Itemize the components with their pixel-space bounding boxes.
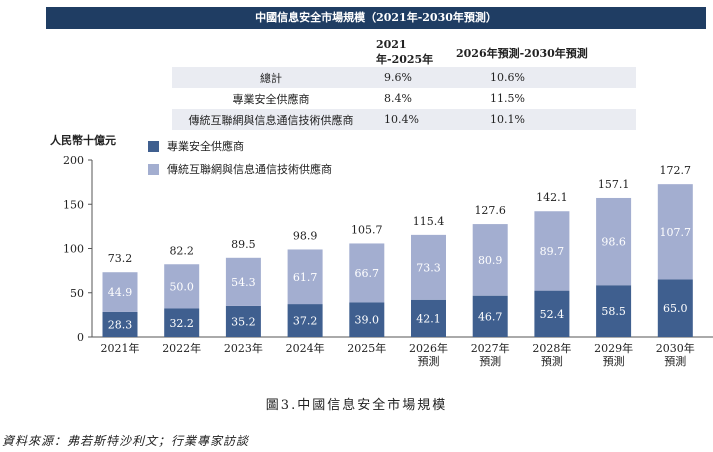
total-label: 82.2	[169, 244, 194, 257]
y-tick-label: 150	[63, 198, 84, 211]
cagr-value-2026-2030: 10.6%	[450, 67, 636, 88]
legend-swatch-traditional	[148, 163, 159, 175]
total-label: 73.2	[108, 252, 133, 265]
total-label: 142.1	[536, 191, 568, 204]
data-label-specialist: 39.0	[355, 314, 380, 327]
total-label: 89.5	[231, 238, 256, 251]
total-label: 127.6	[474, 204, 506, 217]
bar-segment-traditional	[411, 234, 446, 300]
total-label: 98.9	[293, 229, 318, 242]
cagr-value-2021-2025: 8.4%	[384, 92, 412, 105]
cagr-row-specialist: 專業安全供應商 8.4% 11.5%	[172, 88, 636, 109]
data-label-specialist: 52.4	[540, 308, 565, 321]
bar-segment-specialist	[102, 311, 138, 337]
cagr-row-label: 傳統互聯網與信息通信技術供應商	[172, 109, 370, 130]
y-tick-label: 0	[77, 331, 84, 344]
cagr-row-label: 專業安全供應商	[232, 92, 310, 106]
data-label-traditional: 44.9	[108, 286, 133, 299]
data-label-traditional: 98.6	[601, 236, 626, 249]
bar-segment-specialist	[225, 305, 261, 337]
bar-segment-specialist	[349, 302, 385, 337]
data-label-specialist: 58.5	[601, 305, 626, 318]
data-label-traditional: 66.7	[355, 267, 380, 280]
bar-segment-traditional	[164, 264, 200, 309]
y-tick-label: 50	[70, 287, 84, 300]
data-label-traditional: 107.7	[660, 226, 692, 239]
bar-segment-specialist	[596, 285, 632, 337]
x-tick-label: 預測	[603, 354, 625, 368]
cagr-value-2021-2025: 10.4%	[370, 109, 450, 130]
cagr-value-2021-2025: 9.6%	[370, 67, 450, 88]
x-tick-label: 2030年	[656, 341, 695, 355]
total-label: 157.1	[598, 178, 630, 191]
data-label-specialist: 37.2	[293, 315, 318, 328]
figure-caption: 圖3.中國信息安全市場規模	[265, 398, 448, 413]
legend-label-specialist: 專業安全供應商	[167, 140, 244, 153]
x-tick-label: 預測	[418, 354, 440, 368]
data-label-specialist: 42.1	[416, 312, 441, 325]
data-label-specialist: 28.3	[108, 318, 133, 331]
x-tick-label: 2023年	[224, 341, 263, 355]
cagr-value-2026-2030: 11.5%	[490, 92, 525, 105]
data-label-traditional: 50.0	[169, 280, 194, 293]
data-label-specialist: 46.7	[478, 310, 503, 323]
data-label-specialist: 32.2	[169, 317, 194, 330]
x-tick-label: 2025年	[347, 341, 386, 355]
x-tick-label: 2027年	[471, 341, 510, 355]
y-axis-unit-label: 人民幣十億元	[50, 134, 116, 147]
cagr-table: 2021年-2025年 2026年預測-2030年預測 總計 9.6% 10.6…	[172, 38, 636, 130]
bar-segment-traditional	[102, 272, 138, 312]
bar-segment-traditional	[596, 197, 632, 286]
legend-swatch-specialist	[148, 140, 159, 152]
y-tick-label: 100	[63, 243, 84, 256]
total-label: 115.4	[413, 215, 445, 228]
cagr-row-traditional: 傳統互聯網與信息通信技術供應商 10.4% 10.1%	[172, 109, 636, 130]
cagr-header-2026-2030: 2026年預測-2030年預測	[456, 46, 588, 60]
x-tick-label: 預測	[664, 354, 686, 368]
y-tick-label: 200	[63, 154, 84, 167]
x-tick-label: 2022年	[162, 341, 201, 355]
bar-segment-traditional	[472, 224, 508, 296]
cagr-value-2026-2030: 10.1%	[450, 109, 636, 130]
bar-segment-specialist	[411, 299, 446, 337]
legend-label-traditional: 傳統互聯網與信息通信技術供應商	[167, 163, 332, 176]
bar-segment-traditional	[657, 184, 693, 280]
stacked-bar-chart: 0 50 100 150 200 28.3 44.9 73.2 2021年 32.2 50.0 82.…	[63, 154, 713, 368]
total-label: 172.7	[660, 164, 692, 177]
data-label-traditional: 61.7	[293, 271, 318, 284]
bar-segment-specialist	[534, 290, 570, 337]
data-label-specialist: 65.0	[663, 302, 688, 315]
total-label: 105.7	[351, 223, 383, 236]
bar-segment-specialist	[657, 279, 693, 337]
bar-segment-traditional	[349, 243, 385, 303]
cagr-header-2021-2025: 2021年-2025年	[376, 38, 434, 66]
cagr-row-label: 總計	[172, 67, 370, 88]
bar-segment-specialist	[164, 308, 200, 337]
x-tick-label: 2021年	[101, 341, 140, 355]
bar-segment-traditional	[287, 249, 323, 305]
legend-item-traditional: 傳統互聯網與信息通信技術供應商	[148, 161, 332, 177]
x-tick-label: 預測	[479, 354, 501, 368]
x-tick-label: 2026年	[409, 341, 448, 355]
legend-item-specialist: 專業安全供應商	[148, 138, 244, 154]
data-label-traditional: 80.9	[478, 254, 503, 267]
bar-segment-traditional	[225, 257, 261, 306]
x-tick-label: 2028年	[532, 341, 571, 355]
cagr-table-header: 2021年-2025年 2026年預測-2030年預測	[172, 38, 636, 67]
x-tick-label: 2024年	[286, 341, 325, 355]
bar-segment-specialist	[287, 304, 323, 337]
source-note: 資料來源：弗若斯特沙利文；行業專家訪談	[2, 434, 250, 448]
chart-banner-title: 中國信息安全市場規模（2021年-2030年預測）	[46, 7, 706, 29]
x-tick-label: 預測	[541, 354, 563, 368]
bar-segment-specialist	[472, 295, 508, 337]
cagr-row-total: 總計 9.6% 10.6%	[172, 67, 636, 88]
data-label-traditional: 73.3	[416, 261, 441, 274]
data-label-traditional: 54.3	[231, 276, 256, 289]
bar-segment-traditional	[534, 211, 570, 291]
data-label-traditional: 89.7	[540, 245, 565, 258]
x-tick-label: 2029年	[594, 341, 633, 355]
data-label-specialist: 35.2	[231, 315, 256, 328]
